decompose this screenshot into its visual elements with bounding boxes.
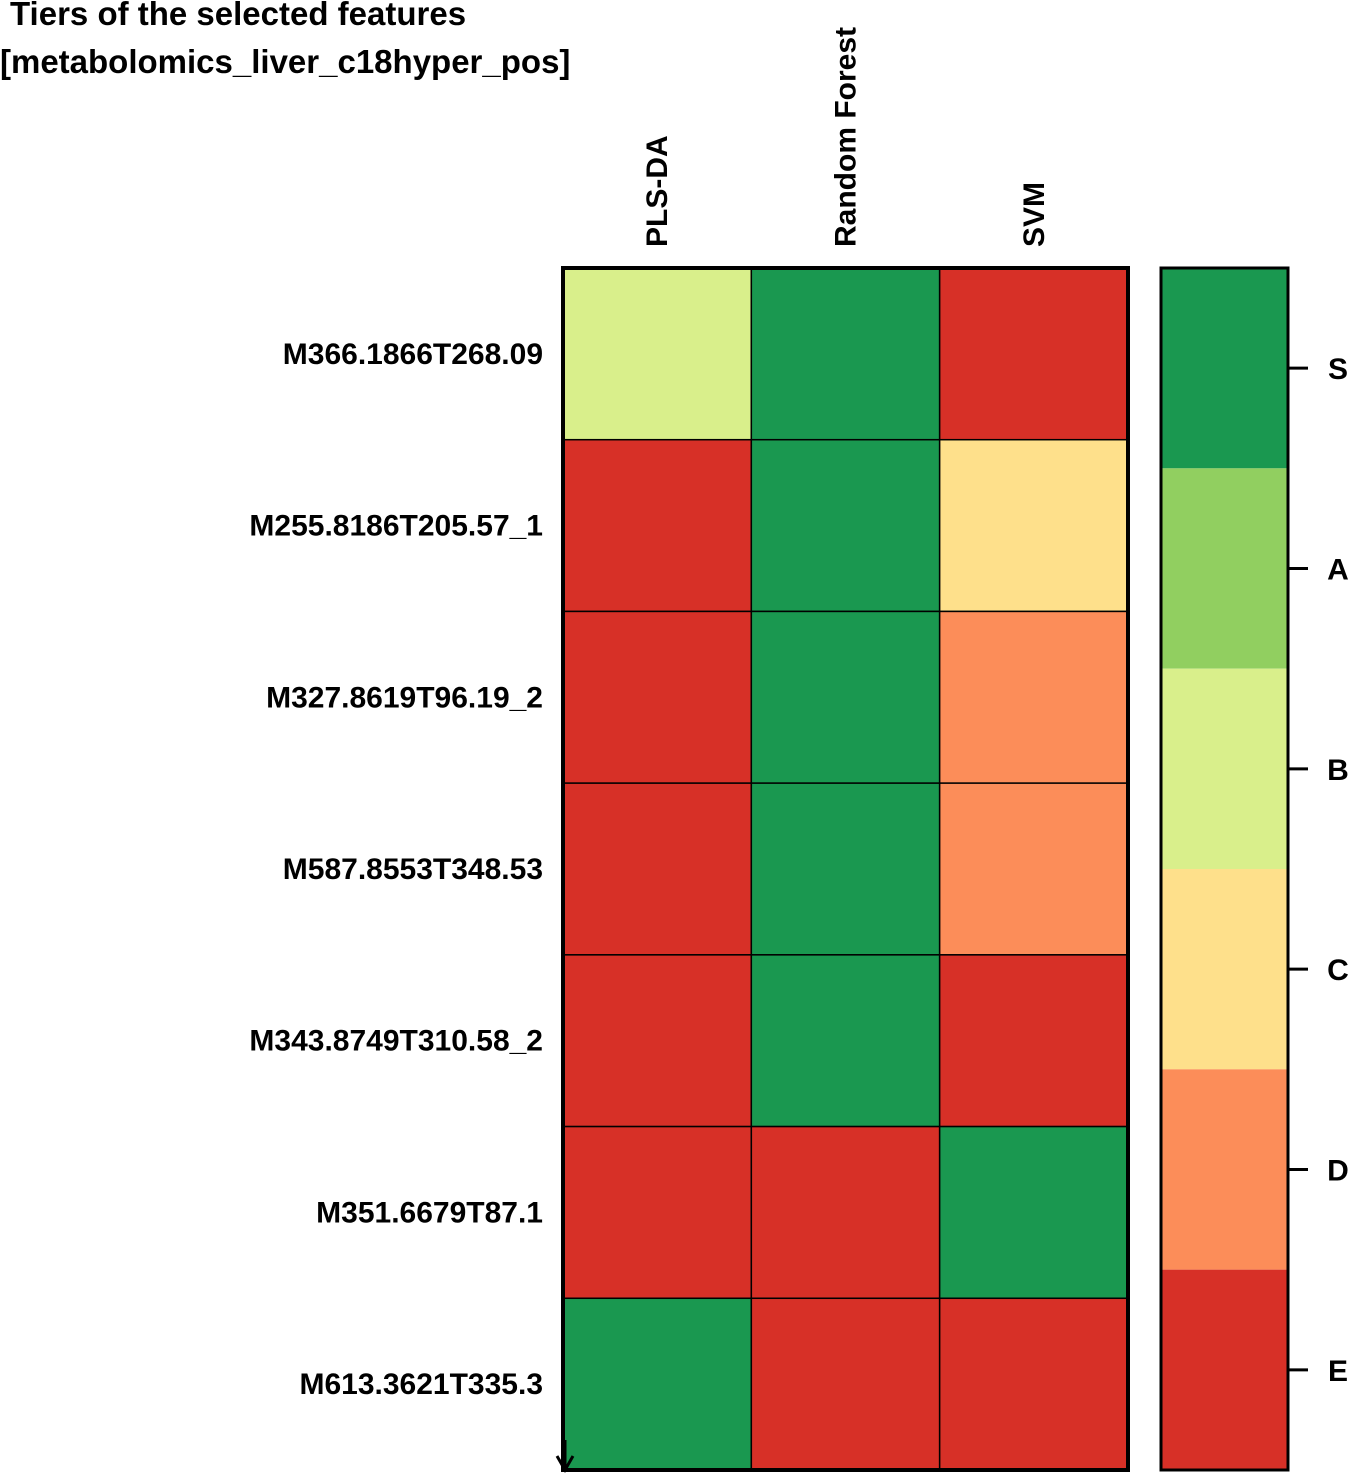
heatmap-cell	[562, 1125, 753, 1300]
legend-label: C	[1327, 954, 1349, 987]
heatmap-cell	[938, 1125, 1129, 1300]
chart-title-line-1: Tiers of the selected features	[10, 0, 466, 32]
column-labels: PLS-DA Random Forest SVM	[641, 27, 1051, 247]
heatmap-cell	[750, 782, 941, 956]
row-label: M366.1866T268.09	[283, 338, 543, 371]
column-label: SVM	[1018, 182, 1051, 247]
heatmap-cell	[938, 782, 1129, 956]
legend-swatch	[1161, 1069, 1288, 1270]
row-label: M587.8553T348.53	[283, 853, 543, 886]
legend-label: S	[1328, 353, 1348, 386]
column-label: Random Forest	[830, 27, 863, 247]
heatmap-cell	[750, 610, 941, 784]
legend-swatch	[1161, 1269, 1288, 1470]
heatmap-cell	[750, 954, 941, 1128]
legend-label: B	[1327, 754, 1349, 787]
heatmap-cell	[750, 267, 941, 441]
legend-label: E	[1328, 1355, 1348, 1388]
legend-label: D	[1327, 1155, 1349, 1188]
heatmap-cell	[562, 954, 753, 1128]
column-label: PLS-DA	[641, 135, 674, 247]
heatmap-cell	[938, 267, 1129, 441]
heatmap-cell	[750, 1297, 941, 1471]
heatmap-cell	[562, 610, 753, 784]
row-label: M613.3621T335.3	[299, 1368, 543, 1401]
legend-label: A	[1327, 554, 1349, 587]
heatmap-cell	[562, 782, 753, 956]
heatmap-cell	[750, 1125, 941, 1300]
heatmap-cell	[938, 610, 1129, 784]
tier-legend: S A B C D E	[1159, 266, 1349, 1472]
legend-swatch	[1161, 468, 1288, 669]
legend-swatch	[1161, 869, 1288, 1070]
heatmap-cell	[562, 267, 753, 441]
heatmap-cell	[750, 438, 941, 613]
row-label: M327.8619T96.19_2	[266, 681, 543, 714]
heatmap-cell	[938, 438, 1129, 613]
heatmap-cell	[938, 954, 1129, 1128]
heatmap-corner-arrow	[555, 1440, 575, 1473]
row-label: M343.8749T310.58_2	[249, 1025, 543, 1058]
legend-border	[1159, 266, 1290, 1472]
row-label: M351.6679T87.1	[316, 1196, 543, 1229]
legend-swatch	[1161, 268, 1288, 469]
heatmap-cells	[562, 267, 1129, 1471]
heatmap-border	[561, 266, 1130, 1472]
legend-swatch	[1161, 668, 1288, 869]
heatmap-cell	[938, 1297, 1129, 1471]
row-labels: M366.1866T268.09 M255.8186T205.57_1 M327.8…	[249, 338, 543, 1401]
heatmap-cell	[562, 438, 753, 613]
row-label: M255.8186T205.57_1	[249, 510, 543, 543]
heatmap-cell	[562, 1297, 753, 1471]
chart-title-line-2: [metabolomics_liver_c18hyper_pos]	[0, 43, 570, 80]
